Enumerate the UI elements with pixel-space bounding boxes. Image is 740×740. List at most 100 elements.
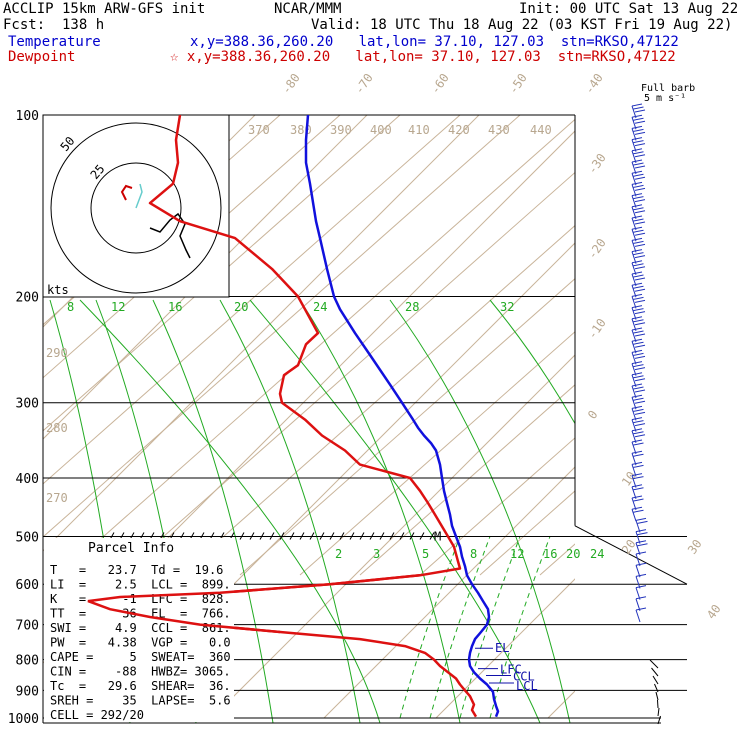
isotherm-label: -40: [582, 71, 606, 97]
isotherm-line: [435, 578, 575, 719]
wind-barb-flag: [633, 442, 644, 446]
wind-barb-flag: [634, 400, 646, 404]
wind-barb-flag: [634, 434, 646, 438]
wind-barb-flag: [633, 397, 644, 401]
wind-barb-flag: [631, 137, 643, 141]
mixing-ratio-line: [299, 299, 461, 723]
moist-adiabat: [459, 536, 521, 719]
wind-barb-flag: [634, 378, 646, 382]
wind-barb-low: [657, 707, 660, 717]
wind-barb-low: [654, 683, 659, 693]
wind-barb-staff: [631, 307, 637, 320]
level-hatch: [349, 532, 355, 540]
wind-barb-staff: [635, 531, 641, 544]
pressure-label-1000: 1000: [8, 712, 39, 727]
dry-adiabat: [43, 115, 341, 379]
wind-barb-flag: [634, 423, 646, 427]
wind-barb-low: [649, 659, 659, 669]
isotherm-label: 10: [619, 469, 639, 489]
wind-barb-flag: [633, 453, 644, 457]
theta-label: 400: [370, 123, 392, 137]
dry-adiabat: [479, 490, 575, 576]
theta-label: 420: [448, 123, 470, 137]
wind-barb-flag: [634, 322, 646, 326]
dry-adiabat: [539, 543, 575, 576]
wind-barb-flag: [637, 532, 648, 536]
level-hatch: [249, 532, 255, 540]
wind-barb-flag: [631, 237, 643, 241]
wind-barb-low: [651, 667, 659, 677]
mixing-ratio-label-lower: 3: [373, 547, 380, 561]
wind-barb-flag: [631, 282, 643, 286]
wind-barb-staff: [631, 453, 637, 466]
mixing-ratio-line: [152, 299, 274, 723]
isotherm-label: -70: [352, 71, 376, 97]
level-hatch: [239, 532, 245, 540]
pressure-label-600: 600: [16, 578, 39, 593]
wind-barb-flag: [635, 607, 647, 611]
isotherm-label: -50: [506, 71, 530, 97]
wind-barb-flag: [634, 367, 646, 371]
wind-barb-staff: [631, 273, 637, 287]
wind-barb-flag: [633, 117, 644, 121]
wind-barb-staff: [631, 374, 637, 387]
wind-barb-staff: [631, 262, 637, 275]
wind-barb-flag: [633, 285, 644, 289]
parcel-info-row: TT = 36 EL = 766.: [50, 607, 231, 621]
wind-barb-flag: [633, 140, 644, 144]
init-time: Init: 00 UTC Sat 13 Aug 22: [519, 1, 739, 17]
barb-legend-unit: 5 m s⁻¹: [644, 93, 687, 104]
wind-barb-flag: [633, 375, 644, 379]
wind-barb-staff: [631, 497, 637, 511]
wind-barb-flag: [635, 517, 647, 521]
wind-barb-flag: [635, 540, 647, 544]
wind-barb-flag: [633, 263, 644, 267]
moist-adiabat: [399, 536, 461, 719]
isotherm-label: -10: [585, 316, 609, 342]
wind-barb-flag: [633, 408, 644, 412]
wind-barb-flag: [633, 498, 644, 502]
mixing-ratio-label: 32: [500, 300, 514, 314]
pressure-label-400: 400: [16, 472, 39, 487]
wind-barb-flag: [633, 274, 644, 278]
wind-barb-flag: [631, 439, 643, 443]
wind-barb-flag: [631, 103, 643, 107]
wind-barb-low: [655, 691, 659, 701]
wind-barb-flag: [631, 305, 643, 309]
mixing-ratio-label-lower: 8: [470, 547, 477, 561]
wind-barb-flag: [631, 204, 643, 208]
level-hatch: [279, 532, 285, 540]
parcel-info-box: [44, 538, 234, 722]
parcel-info-row: CIN = -88 HWBZ= 3065.: [50, 665, 231, 679]
wind-barb-flag: [634, 411, 646, 415]
wind-barb-staff: [635, 520, 641, 533]
level-hatch: [309, 532, 315, 540]
wind-barb-flag: [634, 389, 646, 393]
wind-barb-flag: [633, 162, 644, 166]
wind-barb-staff: [631, 363, 637, 376]
wind-barb-flag: [634, 266, 646, 270]
wind-barb-flag: [635, 529, 647, 533]
wind-barb-staff: [631, 475, 637, 488]
wind-barb-flag: [633, 240, 644, 244]
wind-barb-flag: [631, 338, 643, 342]
level-hatch: [269, 532, 275, 540]
wind-barb-flag: [631, 349, 643, 353]
mixing-ratio-label-lower: 12: [510, 547, 524, 561]
wind-barb-flag: [634, 232, 646, 236]
wind-barb-staff: [631, 240, 637, 253]
dewpoint-spike-overlay: [87, 574, 421, 634]
level-hatch: [399, 532, 405, 540]
wind-barb-flag: [634, 165, 646, 169]
wind-barb-flag: [633, 308, 644, 312]
wind-barb-staff: [631, 117, 637, 130]
wind-barb-staff: [631, 139, 637, 152]
hodograph-trace-mid: [120, 184, 133, 201]
mixing-ratio-label: 16: [168, 300, 182, 314]
dry-adiabat: [43, 115, 401, 432]
parcel-info-row: SWI = 4.9 CCL = 861.: [50, 621, 231, 635]
wind-barb-flag: [631, 450, 643, 454]
wind-barb-staff: [635, 609, 641, 623]
wind-barb-staff: [635, 587, 641, 600]
wind-barb-flag: [634, 176, 646, 180]
